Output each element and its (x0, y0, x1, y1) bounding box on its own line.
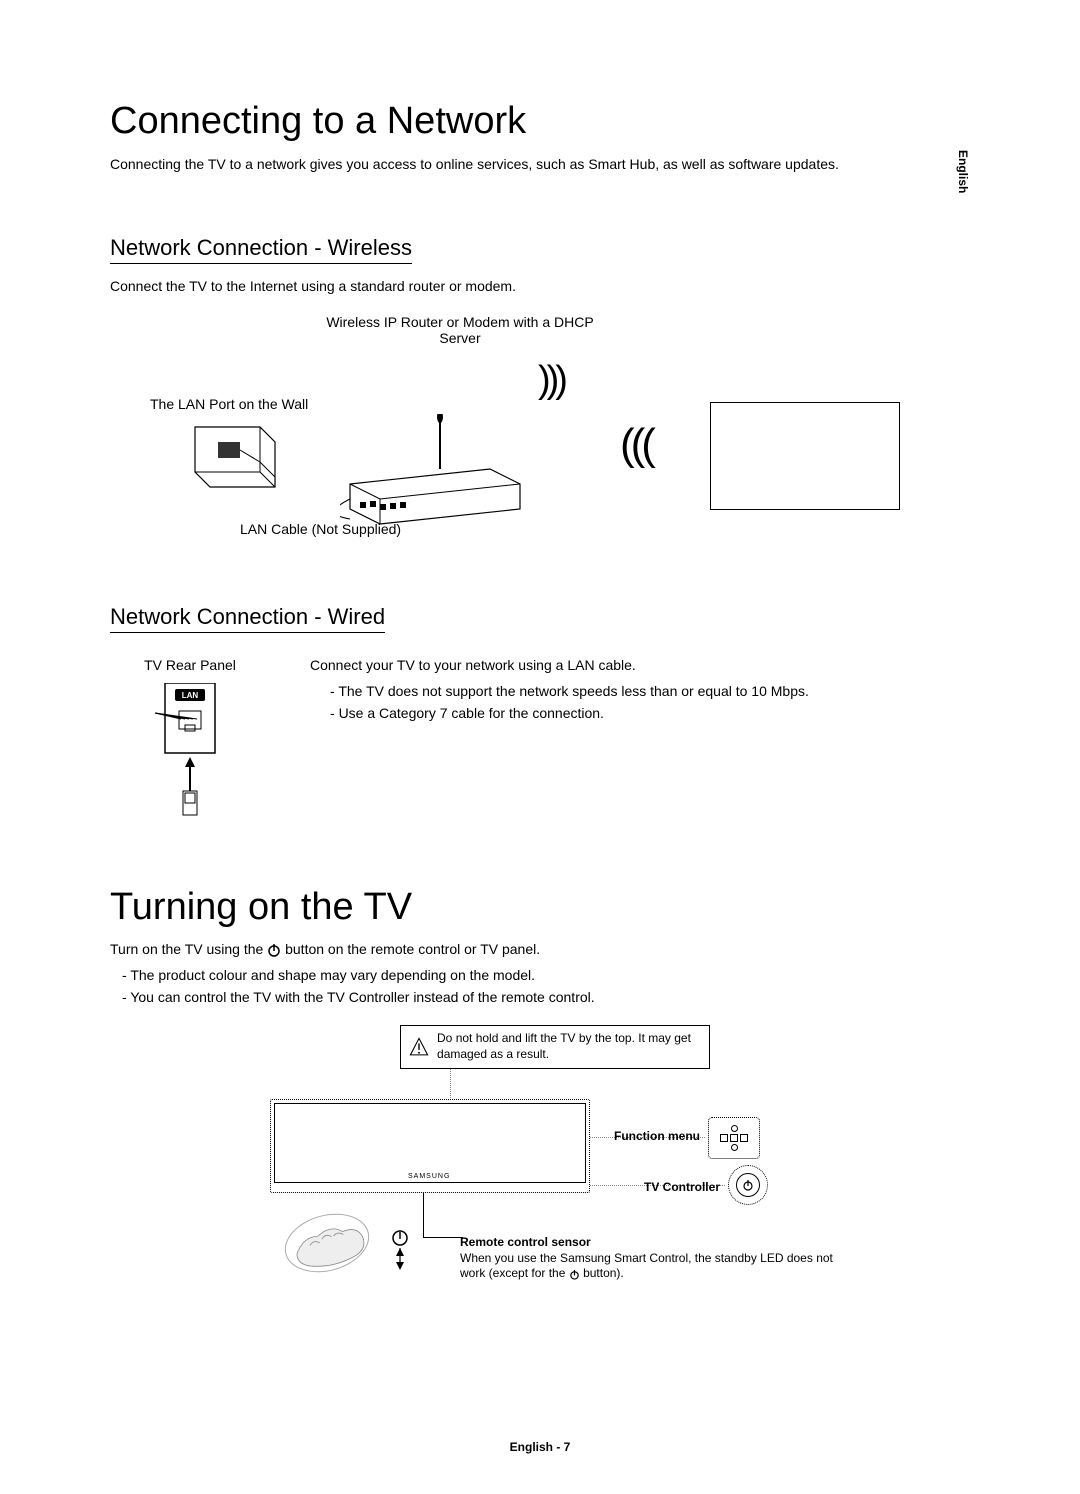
turnon-note-1: The product colour and shape may vary de… (122, 967, 970, 983)
label-tv-controller: TV Controller (620, 1180, 720, 1194)
wired-section: TV Rear Panel LAN Connect your TV to you… (110, 657, 970, 826)
language-tab: English (956, 150, 970, 193)
label-remote-sensor: Remote control sensor (460, 1235, 860, 1249)
radio-wave-out-icon: ))) (538, 359, 564, 402)
turnon-intro: Turn on the TV using the button on the r… (110, 941, 970, 957)
radio-wave-in-icon: ((( (620, 420, 652, 470)
section-title-turning-on: Turning on the TV (110, 886, 970, 929)
wireless-diagram: Wireless IP Router or Modem with a DHCP … (110, 314, 970, 554)
heading-wired: Network Connection - Wired (110, 604, 385, 633)
tv-bottom-diagram: Do not hold and lift the TV by the top. … (270, 1025, 890, 1315)
warning-box: Do not hold and lift the TV by the top. … (400, 1025, 710, 1069)
label-function-menu: Function menu (610, 1129, 700, 1143)
power-icon (742, 1179, 754, 1191)
router-icon (340, 414, 530, 534)
tv-controller-icon (728, 1165, 768, 1205)
page-footer: English - 7 (0, 1440, 1080, 1454)
turnon-note-2: You can control the TV with the TV Contr… (122, 989, 970, 1005)
intro-wireless: Connect the TV to the Internet using a s… (110, 278, 970, 294)
label-lan-wall: The LAN Port on the Wall (150, 396, 308, 412)
label-cable-not-supplied: LAN Cable (Not Supplied) (240, 521, 401, 537)
tv-brand-label: SAMSUNG (408, 1173, 450, 1180)
power-icon (569, 1269, 580, 1280)
desc-remote-sensor: When you use the Samsung Smart Control, … (460, 1251, 860, 1282)
label-router: Wireless IP Router or Modem with a DHCP … (320, 314, 600, 346)
hand-zoom-icon (278, 1205, 376, 1281)
wired-note-1: The TV does not support the network spee… (330, 683, 970, 699)
power-icon (267, 943, 281, 957)
bottom-power-indicator (385, 1230, 415, 1277)
wall-port-icon (190, 422, 280, 492)
section-title-connecting: Connecting to a Network (110, 100, 970, 143)
wired-note-2: Use a Category 7 cable for the connectio… (330, 705, 970, 721)
label-rear-panel: TV Rear Panel (110, 657, 270, 673)
svg-text:LAN: LAN (182, 691, 199, 700)
section-intro-connecting: Connecting the TV to a network gives you… (110, 155, 970, 175)
lan-port-icon: LAN (155, 683, 225, 823)
function-menu-icon (708, 1117, 760, 1159)
warning-text: Do not hold and lift the TV by the top. … (437, 1031, 701, 1062)
tv-outline-icon (710, 402, 900, 510)
warning-triangle-icon (409, 1033, 429, 1061)
heading-wireless: Network Connection - Wireless (110, 235, 412, 264)
intro-wired: Connect your TV to your network using a … (310, 657, 970, 673)
